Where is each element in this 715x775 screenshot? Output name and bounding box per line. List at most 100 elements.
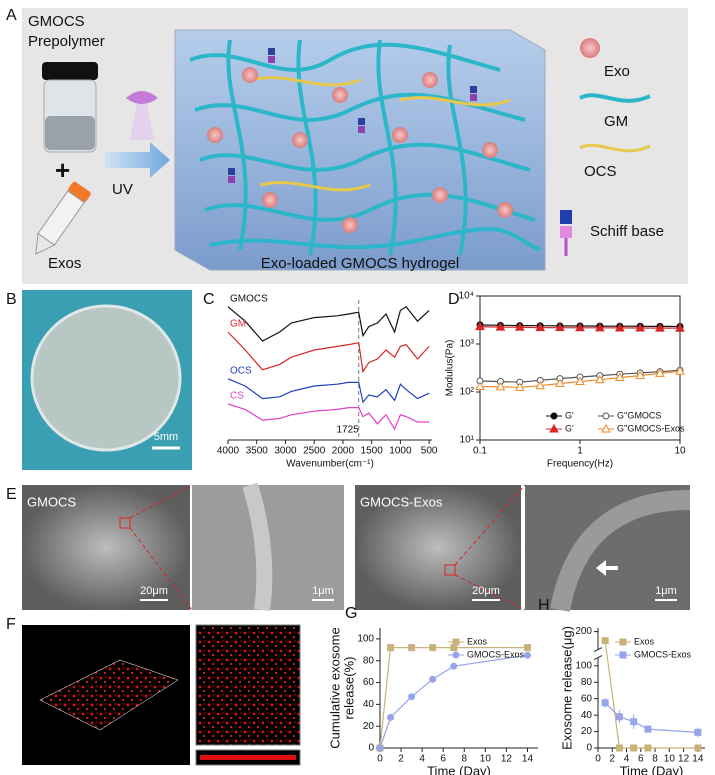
x-tick-label: 12 <box>501 754 513 765</box>
vial-cap <box>42 62 98 80</box>
x-tick-label: 0.1 <box>473 446 487 457</box>
marker <box>575 376 585 386</box>
panel-label: F <box>6 616 16 633</box>
marker <box>655 368 665 377</box>
marker <box>601 423 611 433</box>
marker <box>495 322 506 331</box>
y-axis-label: Modulus(Pa) <box>445 340 456 397</box>
marker <box>523 644 531 652</box>
legend-ocs <box>579 143 651 153</box>
x-tick-label: 8 <box>461 754 467 765</box>
series-label: GMOCS <box>230 293 268 304</box>
x-tick-label: 1000 <box>389 446 412 457</box>
x-tick-label: 3000 <box>274 446 297 457</box>
vial-liquid <box>45 116 95 150</box>
marker <box>614 372 625 382</box>
scheme-text: Prepolymer <box>28 33 105 50</box>
scheme-text: Exo-loaded GMOCS hydrogel <box>261 255 459 272</box>
x-tick-label: 14 <box>692 754 704 765</box>
x-tick-label: 10 <box>480 754 492 765</box>
exo-spheres <box>207 67 513 233</box>
marker <box>452 638 460 646</box>
x-tick-label: 1500 <box>361 446 384 457</box>
series-label: OCS <box>230 365 252 376</box>
panel-label: E <box>6 486 17 503</box>
series-label: GM <box>230 319 246 330</box>
marker <box>450 662 458 670</box>
marker <box>535 322 546 332</box>
series-line <box>227 378 430 404</box>
zoom-box <box>444 564 456 576</box>
marker <box>630 744 638 752</box>
y-tick-label: 40 <box>581 710 593 721</box>
x-tick-label: 2 <box>398 754 404 765</box>
scheme-text: + <box>55 155 70 185</box>
marker <box>644 744 652 752</box>
marker <box>614 322 625 332</box>
series-line <box>227 331 430 374</box>
series-line <box>379 647 528 749</box>
marker <box>615 713 623 721</box>
y-tick-label: 200 <box>575 626 592 637</box>
confocal-side-signal <box>200 755 296 760</box>
y-axis-label: release(%) <box>341 657 356 720</box>
y-axis-label: Cumulative exosome <box>327 627 342 748</box>
scale-text: 1μm <box>312 585 334 597</box>
tube <box>35 181 91 255</box>
marker <box>408 693 416 701</box>
legend-label: GMOCS-Exos <box>467 649 525 659</box>
marker <box>555 378 565 388</box>
x-tick-label: 10 <box>674 446 686 457</box>
zoom-line <box>454 574 526 611</box>
scheme-text: UV <box>112 181 133 198</box>
y-tick-label: 0 <box>586 743 592 754</box>
x-tick-label: 14 <box>522 754 534 765</box>
sem-detail <box>242 482 273 612</box>
scheme-text: Exos <box>48 255 81 272</box>
x-tick-label: 500 <box>421 446 438 457</box>
scheme-legend: Schiff base <box>590 223 664 240</box>
x-tick-label: 2500 <box>303 446 326 457</box>
arrow <box>596 560 618 576</box>
x-tick-label: 2000 <box>332 446 355 457</box>
x-tick-label: 6 <box>440 754 446 765</box>
marker <box>549 423 559 433</box>
x-axis-label: Frequency(Hz) <box>547 459 613 470</box>
marker <box>514 322 525 331</box>
series-label: CS <box>230 391 244 402</box>
y-tick-label: 60 <box>581 693 593 704</box>
marker <box>694 744 702 752</box>
y-tick-label: 10³ <box>460 339 475 350</box>
x-tick-label: 0 <box>377 754 383 765</box>
x-tick-label: 1 <box>577 446 583 457</box>
uv-lamp <box>126 91 158 104</box>
marker <box>619 651 627 659</box>
marker <box>429 675 437 683</box>
marker <box>635 323 646 332</box>
sem-label: GMOCS <box>27 494 76 509</box>
zoom-line <box>129 484 193 519</box>
y-tick-label: 20 <box>581 726 593 737</box>
scheme-text: GMOCS <box>28 13 85 30</box>
series-line <box>227 306 430 342</box>
scheme-legend: GM <box>604 113 628 130</box>
x-tick-label: 10 <box>664 754 676 765</box>
marker <box>601 699 609 707</box>
marker <box>523 651 531 659</box>
sem-image <box>22 485 190 610</box>
x-axis-label: Time (Day) <box>620 763 684 775</box>
x-tick-label: 6 <box>638 754 644 765</box>
annotation: 1725 <box>336 425 359 436</box>
marker <box>602 412 610 420</box>
y-tick-label: 100 <box>575 660 592 671</box>
legend-label: G''GMOCS <box>617 410 661 420</box>
y-tick-label: 60 <box>363 677 375 688</box>
panel-label: D <box>448 291 460 308</box>
legend-label: Exos <box>467 636 488 646</box>
x-tick-label: 2 <box>609 754 615 765</box>
marker <box>535 380 546 390</box>
ocs-fibers <box>249 76 511 192</box>
marker <box>495 381 506 391</box>
arrow <box>105 142 170 178</box>
